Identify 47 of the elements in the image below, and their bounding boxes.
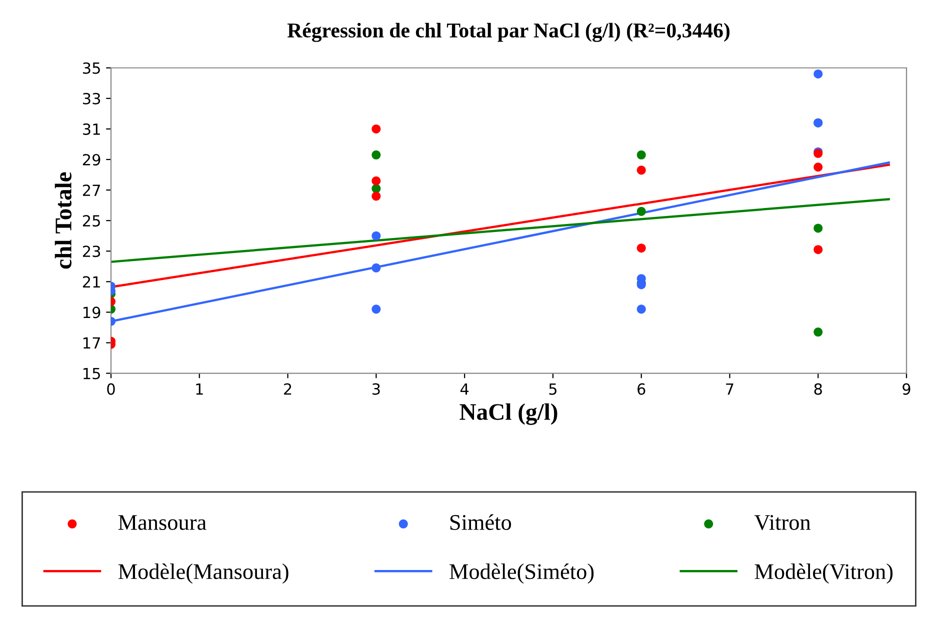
x-axis-title: NaCl (g/l)	[460, 403, 558, 425]
point	[372, 231, 381, 240]
point	[636, 244, 646, 253]
y-tick-label: 19	[84, 306, 100, 318]
point	[636, 166, 646, 175]
y-tick-label: 33	[83, 92, 100, 104]
y-tick-label: 23	[82, 246, 100, 258]
point	[372, 176, 381, 186]
legend-label: Mansoura	[118, 515, 206, 530]
x-tick-label: 1	[196, 383, 203, 395]
point	[814, 245, 823, 254]
x-tick-label: 9	[902, 383, 910, 395]
point	[372, 192, 381, 201]
y-tick-label: 15	[84, 368, 100, 380]
point	[636, 206, 646, 216]
x-tick-label: 7	[726, 383, 734, 395]
point	[372, 124, 381, 134]
y-tick-label: 27	[82, 184, 100, 196]
point	[814, 162, 823, 172]
x-tick-label: 2	[284, 383, 292, 395]
x-tick-label: 8	[814, 383, 822, 395]
legend-label: Vitron	[754, 515, 810, 530]
legend-label: Modèle(Siméto)	[450, 563, 594, 584]
legend-label: Siméto	[450, 514, 512, 530]
point	[814, 328, 823, 337]
y-tick-label: 25	[82, 215, 100, 227]
point	[636, 150, 646, 160]
chart-title: Régression de chl Total par NaCl (g/l) (R²=0,3446)	[287, 22, 730, 42]
y-tick-label: 31	[83, 123, 100, 135]
x-tick-label: 0	[107, 383, 115, 395]
point	[372, 263, 381, 272]
point	[636, 304, 646, 314]
y-tick-label: 29	[82, 154, 100, 166]
legend-label: Modèle(Mansoura)	[118, 563, 288, 584]
x-tick-label: 3	[372, 383, 380, 395]
y-tick-label: 21	[82, 276, 100, 288]
y-tick-label: 35	[83, 62, 100, 74]
point	[814, 224, 823, 233]
x-tick-label: 5	[549, 383, 556, 395]
point	[372, 150, 381, 160]
legend-label: Modèle(Vitron)	[754, 563, 893, 584]
y-tick-label: 17	[84, 337, 100, 349]
x-tick-label: 4	[460, 383, 469, 395]
point	[372, 304, 381, 314]
x-tick-label: 6	[638, 383, 646, 395]
point	[814, 69, 823, 78]
y-axis-title: chl Totale	[54, 172, 72, 269]
